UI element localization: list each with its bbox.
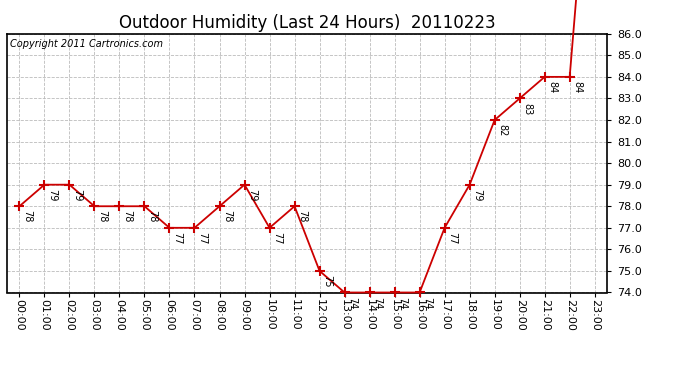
Text: 79: 79 (47, 189, 57, 201)
Text: 98: 98 (0, 374, 1, 375)
Text: 78: 78 (147, 210, 157, 223)
Text: 77: 77 (172, 232, 182, 244)
Text: 74: 74 (422, 297, 433, 309)
Text: 75: 75 (322, 275, 333, 288)
Text: 78: 78 (22, 210, 32, 223)
Text: 77: 77 (273, 232, 282, 244)
Text: 83: 83 (522, 103, 533, 115)
Text: 78: 78 (297, 210, 307, 223)
Text: 77: 77 (447, 232, 457, 244)
Text: 84: 84 (573, 81, 582, 93)
Text: 78: 78 (222, 210, 233, 223)
Text: 84: 84 (547, 81, 558, 93)
Title: Outdoor Humidity (Last 24 Hours)  20110223: Outdoor Humidity (Last 24 Hours) 2011022… (119, 14, 495, 32)
Text: 74: 74 (373, 297, 382, 309)
Text: 74: 74 (347, 297, 357, 309)
Text: Copyright 2011 Cartronics.com: Copyright 2011 Cartronics.com (10, 39, 163, 49)
Text: 78: 78 (97, 210, 107, 223)
Text: 79: 79 (473, 189, 482, 201)
Text: 79: 79 (247, 189, 257, 201)
Text: 77: 77 (197, 232, 207, 244)
Text: 82: 82 (497, 124, 507, 136)
Text: 78: 78 (122, 210, 132, 223)
Text: 79: 79 (72, 189, 82, 201)
Text: 74: 74 (397, 297, 407, 309)
